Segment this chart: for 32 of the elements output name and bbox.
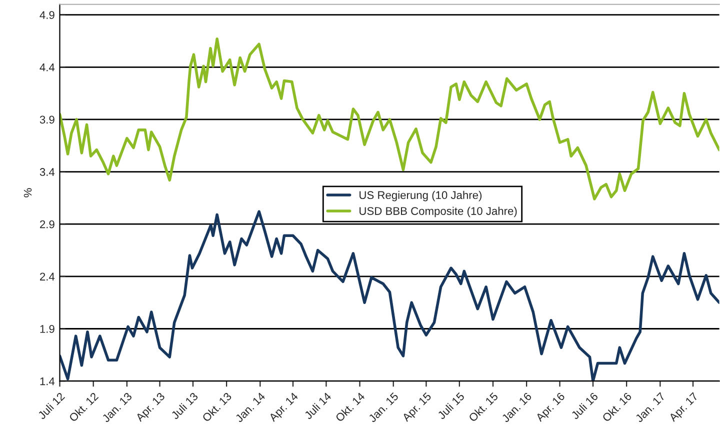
legend-label: US Regierung (10 Jahre) bbox=[360, 190, 482, 202]
y-tick-label: 3.4 bbox=[40, 168, 55, 176]
y-tick-label: 1.9 bbox=[40, 325, 54, 333]
x-tick-label: Juli 13 bbox=[170, 392, 198, 420]
y-tick-label: 2.4 bbox=[40, 272, 55, 280]
y-tick-label: 1.4 bbox=[40, 377, 55, 386]
x-tick-label: Jan. 13 bbox=[101, 392, 132, 423]
x-tick-label: Juli 15 bbox=[436, 392, 465, 420]
x-tick-label: Jan. 14 bbox=[234, 392, 266, 423]
x-tick-label: Okt. 13 bbox=[202, 392, 232, 422]
y-tick-label: 4.4 bbox=[40, 64, 55, 72]
y-tick-label: 4.9 bbox=[40, 11, 54, 19]
y-axis-title: % bbox=[24, 188, 32, 198]
x-tick-label: Apr. 14 bbox=[268, 392, 300, 424]
y-tick-label: 3.9 bbox=[40, 116, 54, 124]
x-tick-label: Apr. 16 bbox=[535, 392, 567, 424]
line-series bbox=[60, 38, 720, 200]
x-tick-label: Okt. 14 bbox=[334, 392, 366, 422]
legend-label: USD BBB Composite (10 Jahre) bbox=[360, 206, 517, 218]
x-tick-label: Apr. 17 bbox=[668, 392, 700, 424]
x-tick-label: Okt. 15 bbox=[468, 392, 498, 422]
x-tick-label: Okt. 16 bbox=[602, 392, 632, 422]
y-tick-label: 2.9 bbox=[40, 220, 54, 228]
x-tick-label: Apr. 13 bbox=[135, 392, 167, 424]
x-tick-label: Juli 14 bbox=[304, 392, 332, 420]
x-tick-label: Jan. 16 bbox=[501, 392, 532, 423]
x-tick-label: Apr. 15 bbox=[402, 392, 434, 424]
x-tick-label: Juli 12 bbox=[37, 392, 66, 420]
x-tick-label: Jan. 17 bbox=[634, 392, 666, 423]
x-tick-label: Okt. 12 bbox=[68, 392, 99, 422]
x-tick-label: Jan. 15 bbox=[368, 392, 399, 423]
x-tick-label: Juli 16 bbox=[570, 392, 598, 420]
